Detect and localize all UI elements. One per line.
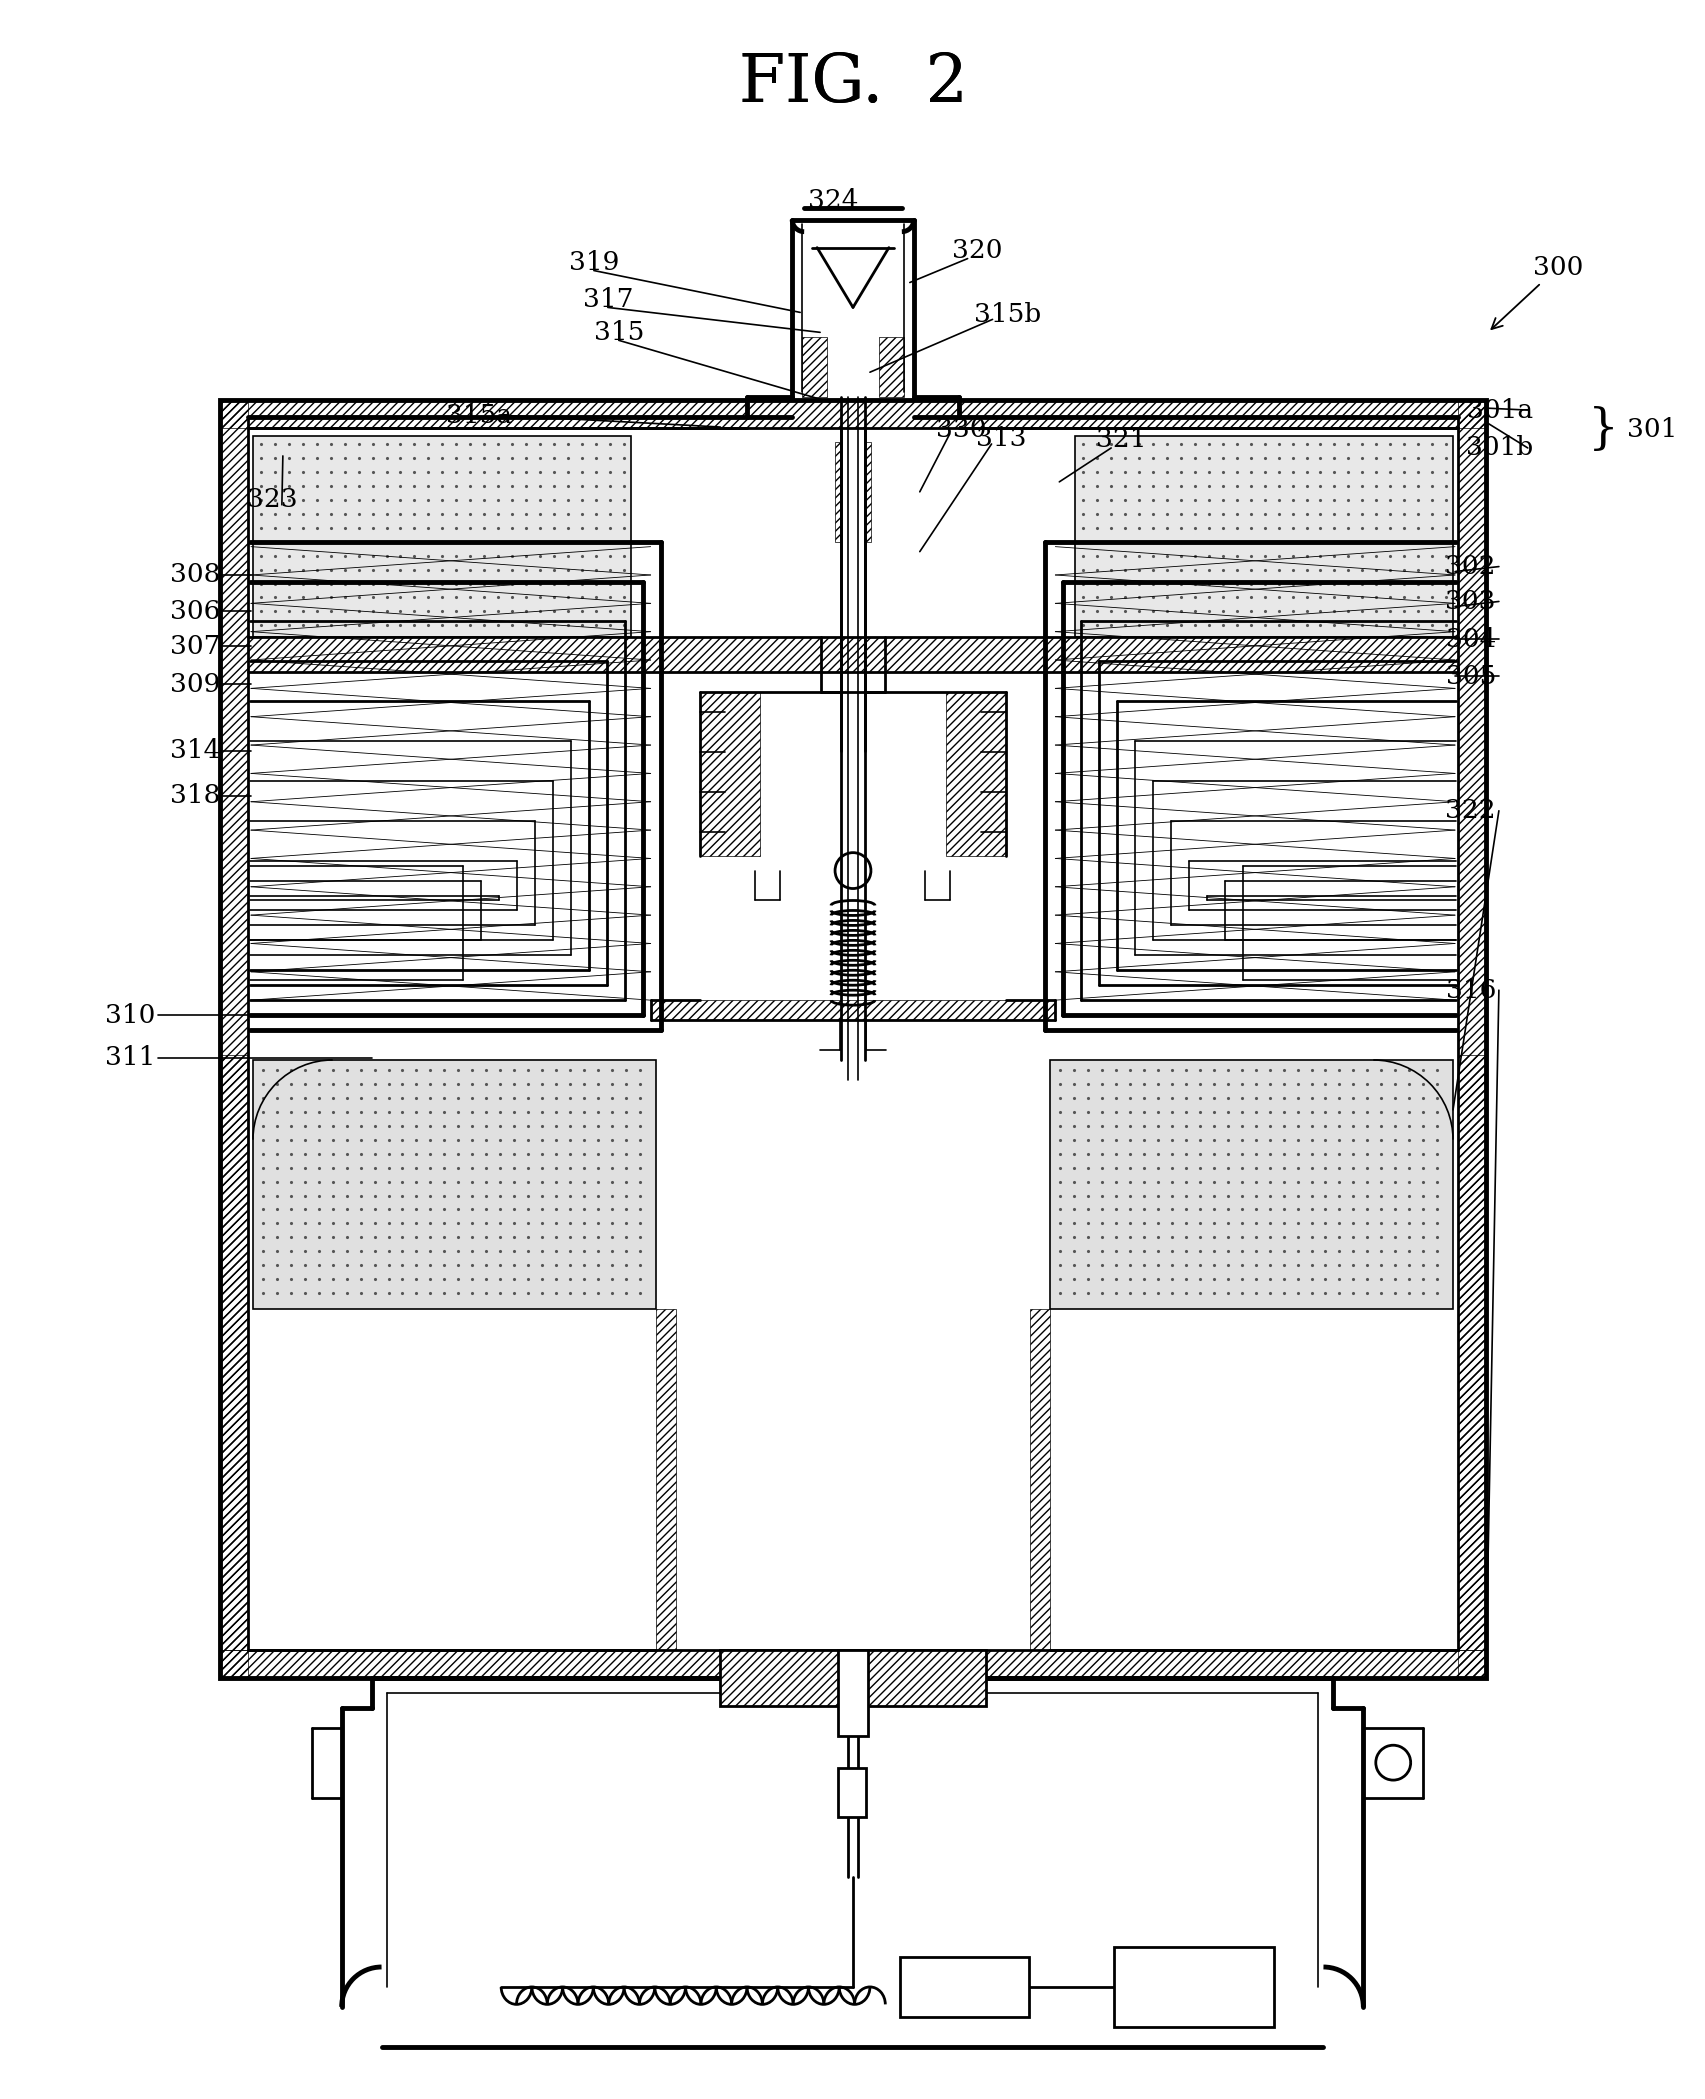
Text: 301b: 301b [1465, 434, 1531, 460]
Bar [252, 1060, 655, 1310]
Text: 314: 314 [169, 739, 220, 764]
Text: 305: 305 [1444, 663, 1495, 688]
Text: 315a: 315a [447, 403, 512, 428]
Text: FIG.  2: FIG. 2 [738, 50, 967, 115]
Text: FIG.  2: FIG. 2 [738, 50, 967, 115]
Bar [1113, 1948, 1274, 2028]
Text: 330: 330 [936, 416, 985, 441]
Text: 307: 307 [169, 634, 220, 659]
Text: 313: 313 [975, 426, 1026, 451]
Text: 324: 324 [808, 189, 858, 214]
Text: 302: 302 [1444, 554, 1495, 579]
Bar [1050, 1060, 1453, 1310]
Text: 301a: 301a [1466, 397, 1531, 422]
Text: 317: 317 [581, 288, 633, 313]
Text: 311: 311 [104, 1045, 155, 1070]
Text: 315: 315 [593, 319, 643, 344]
Text: 310: 310 [104, 1003, 155, 1029]
Text: 308: 308 [169, 563, 220, 588]
Bar [837, 1767, 866, 1818]
Text: 321: 321 [1095, 428, 1146, 453]
Text: }: } [1587, 405, 1618, 453]
Text: 303: 303 [1444, 590, 1495, 615]
Bar [252, 437, 631, 638]
Bar [1074, 437, 1453, 638]
Text: 322: 322 [1444, 798, 1495, 823]
Text: 301: 301 [1627, 416, 1676, 441]
Text: 316: 316 [1444, 978, 1495, 1003]
Text: 318: 318 [169, 783, 220, 808]
Text: 319: 319 [568, 250, 619, 275]
Text: 323: 323 [247, 487, 297, 512]
Text: 304: 304 [1444, 628, 1495, 653]
Bar [720, 1650, 985, 1706]
Bar [837, 1650, 868, 1736]
Text: 300: 300 [1490, 256, 1582, 330]
Bar [899, 1956, 1028, 2017]
Text: 315b: 315b [974, 302, 1040, 327]
Text: 306: 306 [169, 598, 220, 623]
Text: 309: 309 [169, 672, 220, 697]
Text: 320: 320 [951, 237, 1003, 262]
